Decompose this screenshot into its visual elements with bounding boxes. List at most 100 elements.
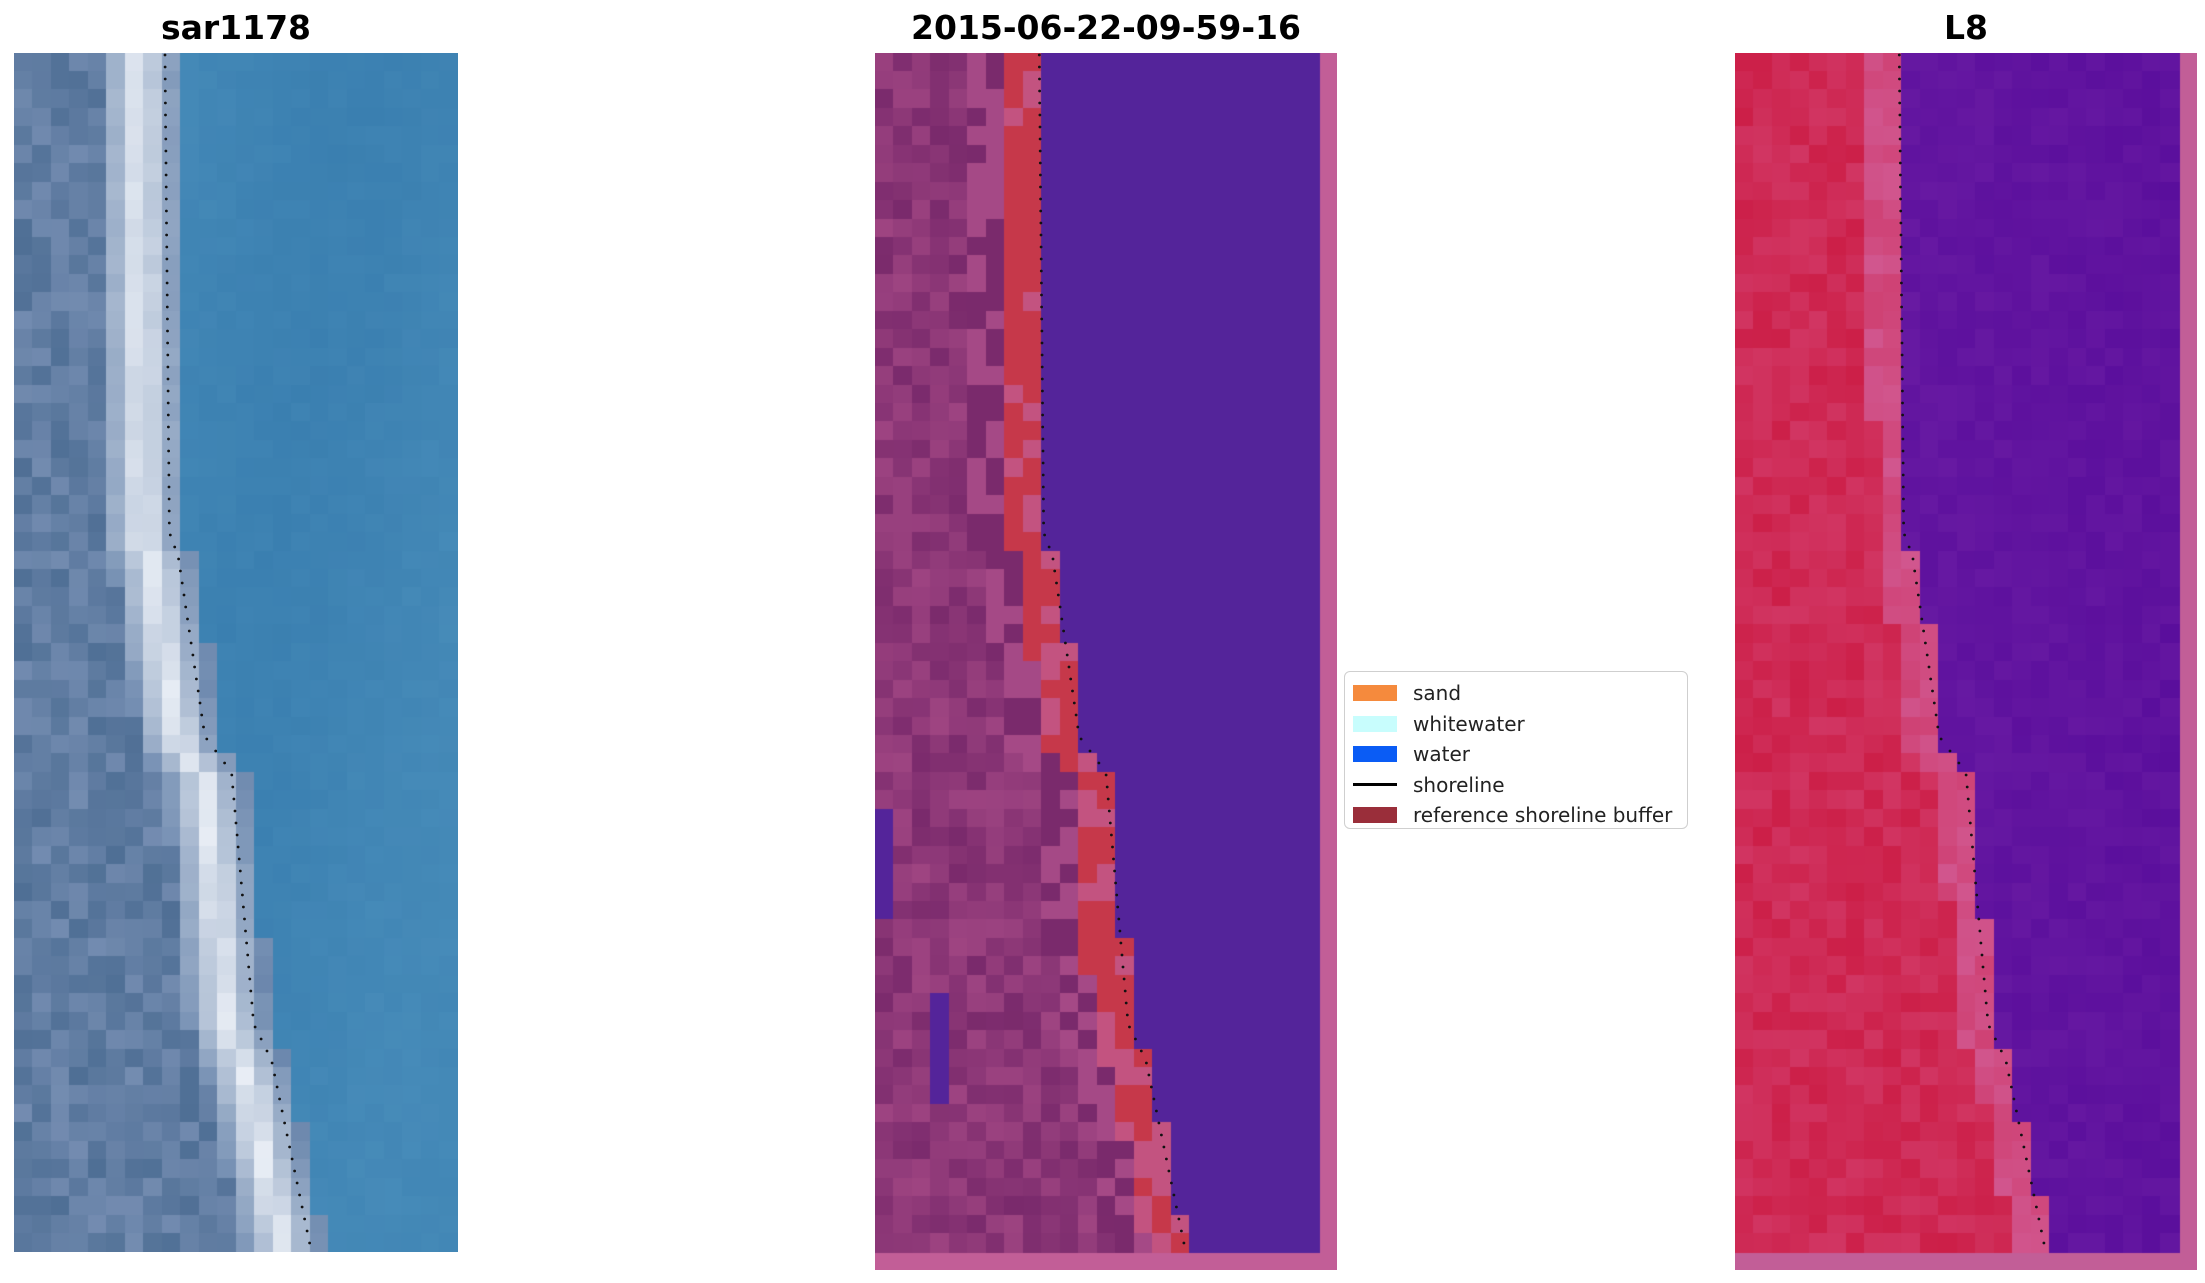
shoreline-point bbox=[1898, 89, 1901, 93]
shoreline-point bbox=[1899, 221, 1903, 225]
legend-label: reference shoreline buffer bbox=[1413, 803, 1673, 828]
shoreline-point bbox=[165, 221, 168, 225]
rgb-image bbox=[14, 53, 458, 1252]
shoreline-point bbox=[1918, 605, 1922, 609]
shoreline-point bbox=[180, 581, 184, 585]
shoreline-point bbox=[1157, 1121, 1161, 1125]
shoreline-point bbox=[1115, 893, 1119, 897]
shoreline-overlay bbox=[1897, 53, 2046, 1245]
shoreline-point bbox=[1899, 269, 1903, 273]
shoreline-point bbox=[233, 809, 237, 813]
shoreline-point bbox=[1167, 1169, 1171, 1173]
shoreline-point bbox=[1927, 665, 1931, 669]
shoreline-point bbox=[1915, 581, 1918, 585]
shoreline-point bbox=[1038, 101, 1042, 105]
reference-buffer-swatch bbox=[1353, 807, 1397, 824]
shoreline-point bbox=[1041, 425, 1045, 429]
classified-image-panel bbox=[875, 53, 1337, 1270]
shoreline-point bbox=[200, 713, 204, 717]
shoreline-point bbox=[1934, 713, 1938, 717]
shoreline-point bbox=[1112, 857, 1115, 861]
shoreline-point bbox=[1971, 845, 1974, 849]
shoreline-point bbox=[2015, 1109, 2018, 1113]
shoreline-point bbox=[164, 101, 167, 105]
index-image bbox=[1735, 53, 2197, 1270]
shoreline-point bbox=[243, 917, 246, 921]
shoreline-point bbox=[1071, 689, 1074, 693]
shoreline-point bbox=[187, 629, 191, 633]
shoreline-point bbox=[1901, 413, 1904, 417]
shoreline-point bbox=[2017, 1121, 2021, 1125]
shoreline-point bbox=[173, 545, 177, 549]
shoreline-point bbox=[1053, 569, 1057, 573]
shoreline-point bbox=[1177, 1217, 1181, 1221]
shoreline-point bbox=[1097, 761, 1101, 765]
shoreline-point bbox=[1970, 833, 1973, 837]
shoreline-point bbox=[1128, 1025, 1131, 1029]
shoreline-point bbox=[288, 1145, 291, 1149]
shoreline-point bbox=[1040, 281, 1043, 285]
shoreline-point bbox=[1898, 113, 1902, 117]
shoreline-point bbox=[195, 677, 198, 681]
shoreline-point bbox=[166, 329, 169, 333]
shoreline-point bbox=[1999, 1049, 2003, 1053]
legend-item-shoreline: shoreline bbox=[1353, 770, 1679, 801]
panel-title-2: 2015-06-22-09-59-16 bbox=[911, 8, 1301, 47]
shoreline-point bbox=[2012, 1097, 2016, 1101]
shoreline-point bbox=[184, 605, 188, 609]
shoreline-point bbox=[1047, 545, 1051, 549]
shoreline-point bbox=[1900, 377, 1904, 381]
shoreline-point bbox=[1042, 497, 1045, 501]
shoreline-point bbox=[1041, 461, 1045, 465]
shoreline-point bbox=[1165, 1157, 1168, 1161]
shoreline-point bbox=[1038, 65, 1041, 69]
shoreline-point bbox=[1901, 425, 1905, 429]
shoreline-point bbox=[234, 821, 238, 825]
shoreline-point bbox=[1900, 293, 1903, 297]
shoreline-point bbox=[1040, 341, 1044, 345]
shoreline-point bbox=[1122, 977, 1126, 981]
shoreline-point bbox=[241, 893, 244, 897]
shoreline-point bbox=[1040, 377, 1044, 381]
shoreline-point bbox=[1117, 917, 1121, 921]
shoreline-point bbox=[1069, 677, 1073, 681]
shoreline-point bbox=[1897, 53, 1901, 57]
shoreline-point bbox=[1965, 785, 1969, 789]
shoreline-point bbox=[1898, 77, 1901, 81]
shoreline-point bbox=[167, 509, 171, 513]
shoreline-point bbox=[1125, 1013, 1129, 1017]
shoreline-point bbox=[202, 725, 205, 729]
shoreline-point bbox=[1975, 893, 1979, 897]
shoreline-point bbox=[1900, 329, 1904, 333]
shoreline-point bbox=[223, 761, 227, 765]
shoreline-point bbox=[1162, 1145, 1166, 1149]
shoreline-point bbox=[246, 953, 250, 957]
shoreline-point bbox=[1899, 209, 1903, 213]
shoreline-point bbox=[1900, 353, 1904, 357]
shoreline-point bbox=[1039, 257, 1043, 261]
shoreline-point bbox=[1899, 245, 1903, 249]
shoreline-point bbox=[1898, 101, 1902, 105]
shoreline-point bbox=[1042, 509, 1045, 513]
shoreline-point bbox=[2010, 1085, 2013, 1089]
shoreline-point bbox=[231, 785, 235, 789]
shoreline-point bbox=[1065, 653, 1069, 657]
shoreline-point bbox=[205, 737, 209, 741]
shoreline-point bbox=[1043, 533, 1046, 537]
shoreline-point bbox=[1108, 821, 1112, 825]
shoreline-point bbox=[253, 1025, 257, 1029]
shoreline-point bbox=[1901, 461, 1905, 465]
shoreline-point bbox=[1973, 869, 1976, 873]
shoreline-point bbox=[1902, 521, 1905, 525]
shoreline-point bbox=[1175, 1205, 1178, 1209]
shoreline-point bbox=[1899, 185, 1902, 189]
shoreline-point bbox=[1041, 473, 1045, 477]
shoreline-point bbox=[186, 617, 189, 621]
shoreline-point bbox=[1902, 509, 1905, 513]
shoreline-point bbox=[1041, 389, 1044, 393]
shoreline-point bbox=[1039, 221, 1043, 225]
shoreline-point bbox=[300, 1205, 304, 1209]
shoreline-point bbox=[1074, 713, 1078, 717]
rgb-image-panel bbox=[14, 53, 458, 1252]
shoreline-point bbox=[1899, 233, 1903, 237]
